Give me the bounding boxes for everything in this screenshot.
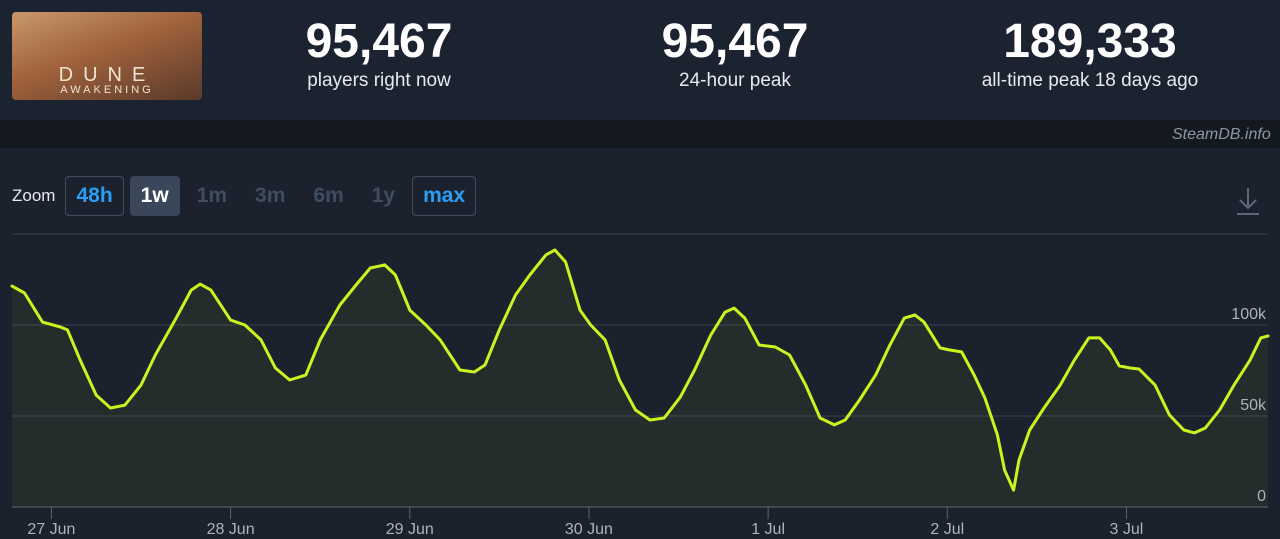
- zoom-button[interactable]: 1y: [371, 184, 396, 207]
- stat: 95,467 players right now: [199, 14, 559, 92]
- stat-value: 189,333: [1003, 15, 1177, 68]
- zoom-button[interactable]: 3m: [255, 184, 286, 207]
- stat-label: all-time peak 18 days ago: [981, 70, 1199, 91]
- zoom-button[interactable]: 48h: [65, 176, 124, 216]
- zoom-button[interactable]: 1m: [196, 184, 228, 207]
- download-icon[interactable]: [1237, 188, 1259, 215]
- zoom-bar: Zoom 48h 1w 1m 3m 6m 1y max: [12, 176, 477, 216]
- game-title: DUNE: [58, 64, 156, 86]
- y-tick-label: 0: [1257, 488, 1266, 505]
- area: [12, 250, 1268, 507]
- x-tick-label: 30 Jun: [565, 521, 613, 538]
- stat: 189,333 all-time peak 18 days ago: [910, 14, 1270, 92]
- stat-value: 95,467: [305, 15, 453, 68]
- game-subtitle: AWAKENING: [60, 84, 154, 96]
- header: DUNE AWAKENING 95,467 players right now 9…: [0, 0, 1280, 120]
- credit[interactable]: SteamDB.info: [1172, 126, 1271, 143]
- x-tick-label: 2 Jul: [930, 521, 964, 538]
- zoom-button[interactable]: 1w: [129, 176, 180, 216]
- y-tick-label: 100k: [1231, 306, 1267, 323]
- band: [0, 120, 1280, 148]
- line: [10, 248, 1270, 492]
- game-art[interactable]: DUNE AWAKENING: [12, 12, 202, 100]
- zoom-button[interactable]: max: [412, 176, 477, 216]
- x-tick-label: 1 Jul: [751, 521, 785, 538]
- x-tick-label: 28 Jun: [207, 521, 255, 538]
- zoom-button[interactable]: 6m: [313, 184, 344, 207]
- zoom-label: Zoom: [12, 186, 56, 205]
- y-tick-label: 50k: [1240, 397, 1267, 414]
- x-tick-label: 3 Jul: [1110, 521, 1144, 538]
- stat: 95,467 24-hour peak: [555, 14, 915, 92]
- x-tick-label: 29 Jun: [386, 521, 434, 538]
- x-tick-label: 27 Jun: [27, 521, 75, 538]
- stat-label: 24-hour peak: [679, 70, 791, 91]
- stat-label: players right now: [307, 70, 451, 91]
- stat-value: 95,467: [661, 15, 809, 68]
